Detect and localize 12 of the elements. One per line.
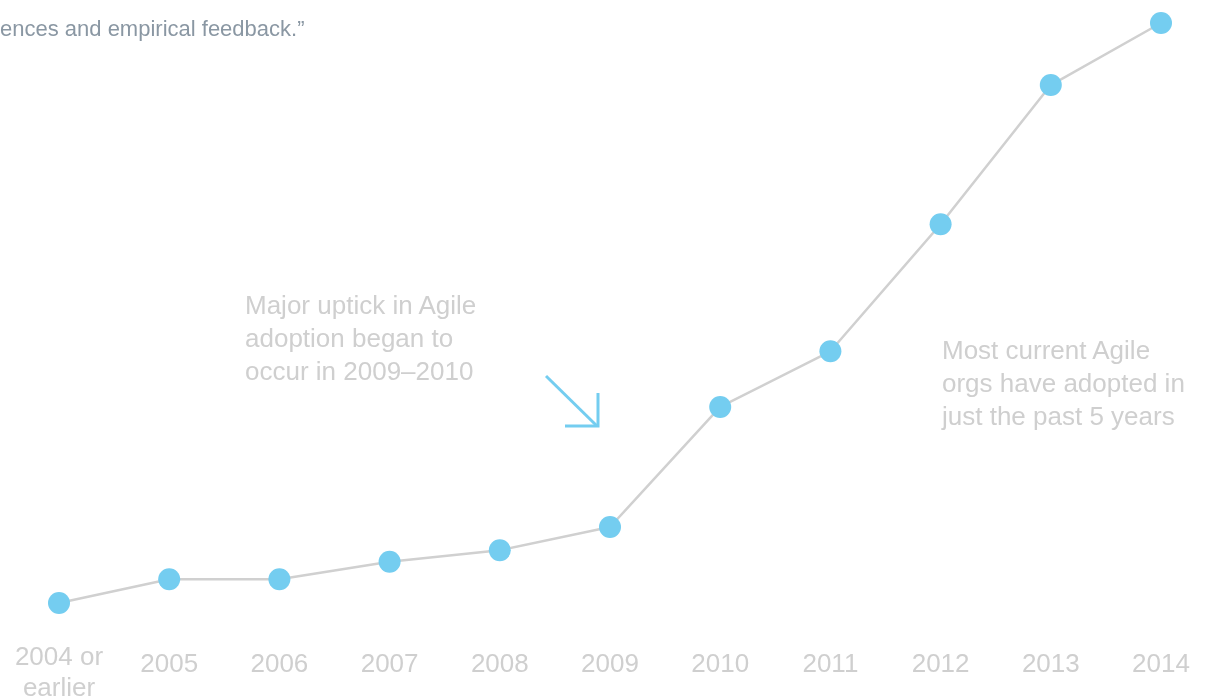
point bbox=[1039, 74, 1062, 97]
point bbox=[268, 568, 291, 591]
point bbox=[48, 592, 70, 614]
point bbox=[929, 213, 952, 236]
point bbox=[158, 568, 181, 591]
point bbox=[599, 516, 621, 539]
point bbox=[709, 395, 732, 418]
annotation: ences and empirical feedback.” bbox=[0, 16, 305, 41]
point bbox=[488, 539, 511, 562]
point bbox=[378, 550, 401, 573]
point bbox=[1150, 12, 1172, 34]
point bbox=[819, 340, 842, 363]
